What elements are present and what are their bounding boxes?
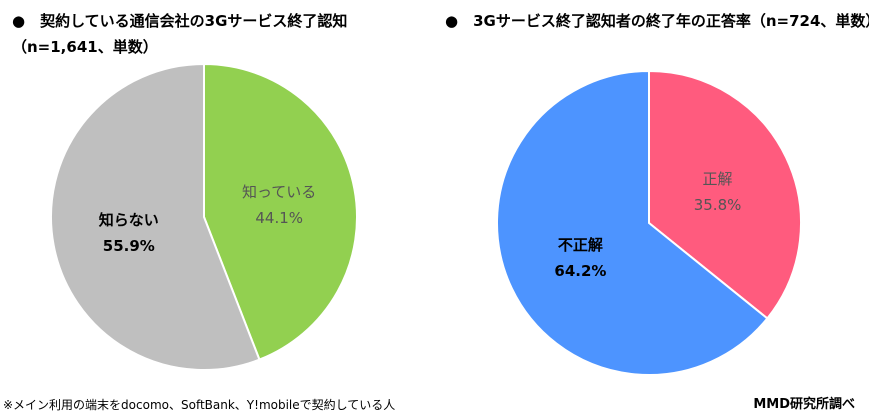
chart2-slice-2-value: 64.2% bbox=[554, 262, 606, 280]
chart1-slice-2-value: 55.9% bbox=[103, 237, 155, 255]
chart2-slice-1 bbox=[648, 69, 802, 320]
chart1-slice-1-value: 44.1% bbox=[255, 209, 303, 227]
footnote: ※メイン利用の端末をdocomo、SoftBank、Y!mobileで契約してい… bbox=[3, 398, 396, 412]
chart1-slice-1-label: 知っている bbox=[242, 183, 316, 201]
chart2-slice-1-value: 35.8% bbox=[694, 196, 742, 214]
chart2-slice-2-label: 不正解 bbox=[558, 236, 603, 254]
chart1-subtitle: （n=1,641、単数） bbox=[12, 38, 158, 56]
chart2-title: ● 3Gサービス終了認知者の終了年の正答率（n=724、単数） bbox=[445, 12, 869, 30]
chart1-slice-2-label: 知らない bbox=[99, 211, 159, 229]
chart2-slice-1-label: 正解 bbox=[703, 170, 733, 188]
chart1-title: ● 契約している通信会社の3Gサービス終了認知 bbox=[12, 12, 348, 30]
source-credit: MMD研究所調べ bbox=[753, 397, 855, 412]
chart1-slice-2 bbox=[50, 62, 261, 371]
chart2-slice-2 bbox=[496, 69, 769, 376]
chart1-slice-1 bbox=[203, 62, 358, 361]
